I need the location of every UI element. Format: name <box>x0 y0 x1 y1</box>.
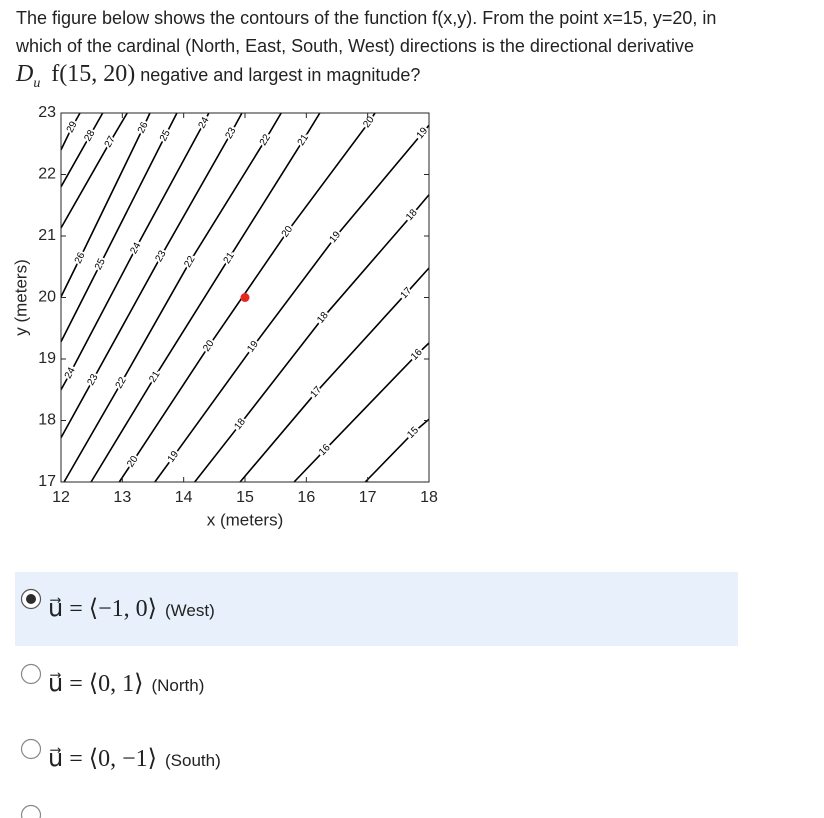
option-label: (North) <box>151 676 205 695</box>
x-tick-label: 17 <box>359 489 377 506</box>
math-d: D <box>16 61 34 87</box>
y-tick-label: 20 <box>38 289 56 306</box>
x-tick-label: 14 <box>175 489 193 506</box>
y-tick-label: 23 <box>38 104 56 121</box>
contour-line <box>194 194 430 483</box>
option-row[interactable]: u⃗ = ⟨0, 1⟩ (North) <box>15 647 738 721</box>
contour-line <box>293 342 430 483</box>
contour-line <box>60 112 151 298</box>
x-tick-label: 12 <box>52 489 70 506</box>
option-text: u⃗ = ⟨0, 1⟩ (North) <box>48 669 204 698</box>
option-math: u⃗ = ⟨0, −1⟩ <box>48 746 158 772</box>
x-axis-label: x (meters) <box>207 510 284 529</box>
y-tick-label: 19 <box>38 350 56 367</box>
contour-line <box>90 112 321 483</box>
y-tick-label: 21 <box>38 227 56 244</box>
x-tick-label: 15 <box>236 489 254 506</box>
radio-partial <box>20 804 42 818</box>
contour-line <box>239 267 430 483</box>
option-text: u⃗ = ⟨−1, 0⟩ (West) <box>48 594 215 623</box>
radio-button[interactable] <box>20 738 42 760</box>
y-tick-label: 17 <box>38 473 56 490</box>
option-label: (West) <box>165 601 215 620</box>
option-row[interactable]: u⃗ = ⟨0, −1⟩ (South) <box>15 722 738 796</box>
option-row[interactable]: u⃗ = ⟨−1, 0⟩ (West) <box>15 572 738 646</box>
contour-line <box>63 112 282 483</box>
contour-line <box>60 112 243 439</box>
radio-ring[interactable] <box>20 738 42 760</box>
x-tick-label: 13 <box>113 489 131 506</box>
y-tick-label: 18 <box>38 412 56 429</box>
math-function: f(15, 20) <box>51 61 136 87</box>
contour-line <box>118 112 376 483</box>
contour-line <box>60 112 104 188</box>
y-tick-label: 22 <box>38 166 56 183</box>
y-axis-label: y (meters) <box>11 259 30 336</box>
contour-line <box>60 112 178 343</box>
question-text-after: negative and largest in magnitude? <box>140 65 421 85</box>
contour-line <box>154 124 430 483</box>
point-marker <box>240 293 250 302</box>
contour-line <box>60 112 210 391</box>
contour-line <box>60 112 128 229</box>
contour-line <box>364 418 430 483</box>
option-text: u⃗ = ⟨0, −1⟩ (South) <box>48 744 221 773</box>
radio-button[interactable] <box>20 588 42 610</box>
x-tick-label: 16 <box>297 489 315 506</box>
option-label: (South) <box>165 751 221 770</box>
radio-button[interactable] <box>20 663 42 685</box>
radio-ring[interactable] <box>20 663 42 685</box>
question: The figure below shows the contours of t… <box>16 4 746 92</box>
radio-dot[interactable] <box>26 594 36 604</box>
question-text: The figure below shows the contours of t… <box>16 8 717 56</box>
option-math: u⃗ = ⟨−1, 0⟩ <box>48 596 158 622</box>
math-subscript: u⃗ <box>33 76 52 91</box>
option-math: u⃗ = ⟨0, 1⟩ <box>48 671 144 697</box>
x-tick-label: 18 <box>420 489 438 506</box>
contour-line <box>60 112 81 151</box>
